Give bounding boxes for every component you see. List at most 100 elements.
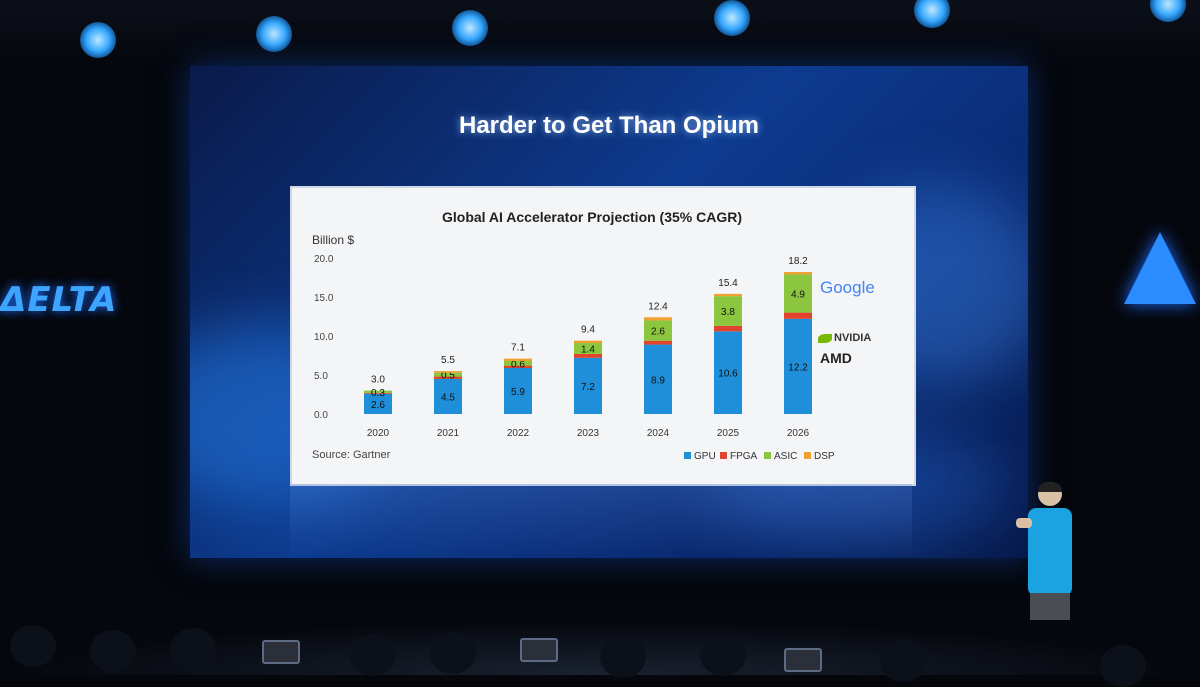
bar-segment-dsp	[714, 293, 742, 297]
delta-logo: ΔELTA	[0, 280, 118, 320]
legend-label: DSP	[814, 451, 835, 462]
x-tick-label: 2020	[367, 428, 390, 439]
data-label: 8.9	[651, 375, 665, 386]
total-label: 3.0	[371, 375, 385, 386]
y-tick-label: 0.0	[314, 410, 328, 421]
audience-head	[1100, 645, 1146, 687]
stage-light	[80, 22, 116, 58]
stage-light	[914, 0, 950, 28]
legend-label: FPGA	[730, 451, 758, 462]
legend-label: GPU	[694, 451, 716, 462]
legend-swatch	[720, 452, 727, 459]
nvidia-logo-text: NVIDIA	[834, 332, 872, 344]
legend-swatch	[684, 452, 691, 459]
phone-screen	[262, 640, 300, 664]
data-label: 2.6	[371, 400, 385, 411]
bar-segment-fpga	[434, 376, 462, 379]
bar-segment-dsp	[434, 371, 462, 373]
data-label: 4.5	[441, 392, 455, 403]
x-tick-label: 2021	[437, 428, 460, 439]
nvidia-eye-icon	[818, 333, 832, 343]
data-label: 10.6	[718, 369, 738, 380]
total-label: 7.1	[511, 343, 525, 354]
chart-legend: GPU FPGA ASIC DSP	[684, 451, 835, 462]
bar-segment-fpga	[504, 365, 532, 368]
total-label: 15.4	[718, 278, 738, 289]
bar-segment-gpu	[504, 367, 532, 414]
legend-swatch	[804, 452, 811, 459]
bar-segment-dsp	[504, 358, 532, 361]
total-label: 18.2	[788, 256, 808, 267]
chart-panel: Global AI Accelerator Projection (35% CA…	[290, 186, 916, 486]
presentation-screen: Harder to Get Than Opium Global AI Accel…	[190, 66, 1028, 558]
data-label: 2.6	[651, 327, 665, 338]
bar-segment-gpu	[434, 378, 462, 414]
total-label: 5.5	[441, 355, 455, 366]
bar-segment-asic	[644, 320, 672, 341]
data-label: 12.2	[788, 362, 808, 373]
audience-head	[10, 625, 56, 667]
slide-title: Harder to Get Than Opium	[458, 112, 760, 139]
x-tick-label: 2022	[507, 428, 530, 439]
bar-segment-gpu	[364, 393, 392, 414]
x-tick-label: 2025	[717, 428, 740, 439]
stage-truss	[0, 0, 1200, 60]
data-label: 3.8	[721, 307, 735, 318]
audience-head	[430, 632, 476, 674]
bar-segment-fpga	[714, 325, 742, 332]
phone-screen	[784, 648, 822, 672]
x-tick-label: 2023	[577, 428, 600, 439]
nvidia-logo: NVIDIA	[818, 332, 871, 344]
bar-segment-asic	[364, 390, 392, 393]
amd-logo: AMD	[820, 350, 852, 366]
bar-segment-dsp	[574, 340, 602, 344]
bar-segment-fpga	[574, 353, 602, 358]
audience-head	[170, 628, 216, 670]
bar-segment-gpu	[714, 331, 742, 414]
stage-light	[1150, 0, 1186, 22]
data-label: 0.3	[371, 388, 385, 399]
data-label: 0.5	[441, 371, 455, 382]
bar-segment-fpga	[364, 392, 392, 394]
audience-head	[350, 634, 396, 676]
y-tick-label: 10.0	[314, 332, 334, 343]
google-logo: Google	[820, 278, 875, 297]
data-label: 4.9	[791, 289, 805, 300]
bar-segment-asic	[504, 360, 532, 366]
stage-light	[714, 0, 750, 36]
x-tick-label: 2024	[647, 428, 670, 439]
audience-head	[600, 636, 646, 678]
total-label: 9.4	[581, 325, 595, 336]
chart-source: Source: Gartner	[312, 449, 391, 461]
data-label: 1.4	[581, 344, 595, 355]
y-tick-label: 20.0	[314, 254, 334, 265]
bar-segment-fpga	[644, 340, 672, 345]
legend-swatch	[764, 452, 771, 459]
y-tick-label: 5.0	[314, 371, 328, 382]
accelerator-chart: Global AI Accelerator Projection (35% CA…	[312, 209, 835, 462]
bar-segment-gpu	[784, 318, 812, 414]
bar-segment-dsp	[784, 272, 812, 275]
screen-reflection	[290, 484, 912, 558]
stage-light	[256, 16, 292, 52]
bar-segment-asic	[574, 343, 602, 354]
delta-triangle-logo	[1124, 232, 1196, 304]
bar-segment-asic	[714, 296, 742, 326]
bar-segment-asic	[784, 274, 812, 313]
bar-segment-gpu	[644, 344, 672, 414]
phone-screen	[520, 638, 558, 662]
audience-head	[90, 630, 136, 672]
bar-segment-fpga	[784, 312, 812, 319]
data-label: 7.2	[581, 382, 595, 393]
legend-label: ASIC	[774, 451, 797, 462]
x-tick-label: 2026	[787, 428, 810, 439]
bar-segment-dsp	[644, 317, 672, 321]
data-label: 0.6	[511, 359, 525, 370]
y-axis-label: Billion $	[312, 233, 354, 247]
bar-segment-gpu	[574, 357, 602, 414]
data-label: 5.9	[511, 387, 525, 398]
chart-title: Global AI Accelerator Projection (35% CA…	[442, 209, 742, 225]
bar-segment-asic	[434, 372, 462, 377]
total-label: 12.4	[648, 301, 668, 312]
stage-light	[452, 10, 488, 46]
